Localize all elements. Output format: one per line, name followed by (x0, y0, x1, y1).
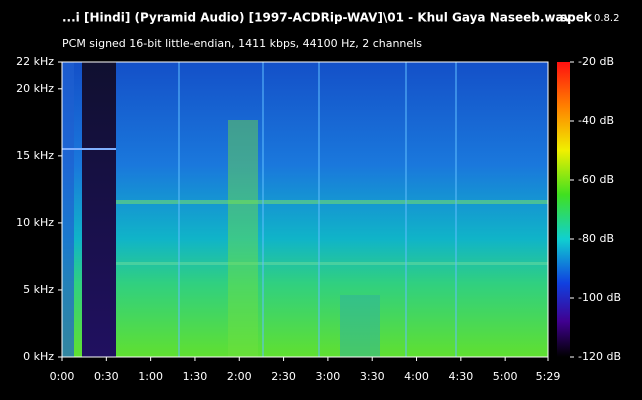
x-tick-label: 0:00 (50, 370, 75, 383)
app-version: 0.8.2 (594, 13, 619, 24)
colorbar (557, 62, 570, 357)
colorbar-tick-label: -60 dB (578, 173, 614, 186)
colorbar-tick-label: -20 dB (578, 55, 614, 68)
x-tick-label: 0:30 (94, 370, 119, 383)
colorbar-tick-label: -120 dB (578, 350, 621, 363)
y-tick-label: 10 kHz (16, 216, 54, 229)
subtitle: PCM signed 16-bit little-endian, 1411 kb… (62, 37, 422, 50)
x-tick-label: 3:00 (316, 370, 341, 383)
colorbar-tick-label: -40 dB (578, 114, 614, 127)
spectrogram (62, 62, 548, 357)
x-tick-label: 2:00 (227, 370, 252, 383)
x-tick-label: 1:30 (183, 370, 208, 383)
x-tick-label: 3:30 (360, 370, 385, 383)
plot-frame (61, 61, 549, 358)
colorbar-tick-label: -80 dB (578, 232, 614, 245)
x-tick-label: 5:00 (493, 370, 518, 383)
app-name: spek (560, 11, 593, 25)
y-tick-label: 15 kHz (16, 149, 54, 162)
y-tick-label: 0 kHz (23, 350, 54, 363)
x-tick-label: 4:00 (404, 370, 429, 383)
y-tick-label: 20 kHz (16, 82, 54, 95)
x-tick-label: 1:00 (138, 370, 163, 383)
y-tick-label: 22 kHz (16, 55, 54, 68)
file-title: ...i [Hindi] (Pyramid Audio) [1997-ACDRi… (62, 11, 572, 25)
x-tick-label: 4:30 (448, 370, 473, 383)
y-tick-label: 5 kHz (23, 283, 54, 296)
colorbar-tick-label: -100 dB (578, 291, 621, 304)
x-tick-label: 5:29 (536, 370, 561, 383)
x-tick-label: 2:30 (271, 370, 296, 383)
